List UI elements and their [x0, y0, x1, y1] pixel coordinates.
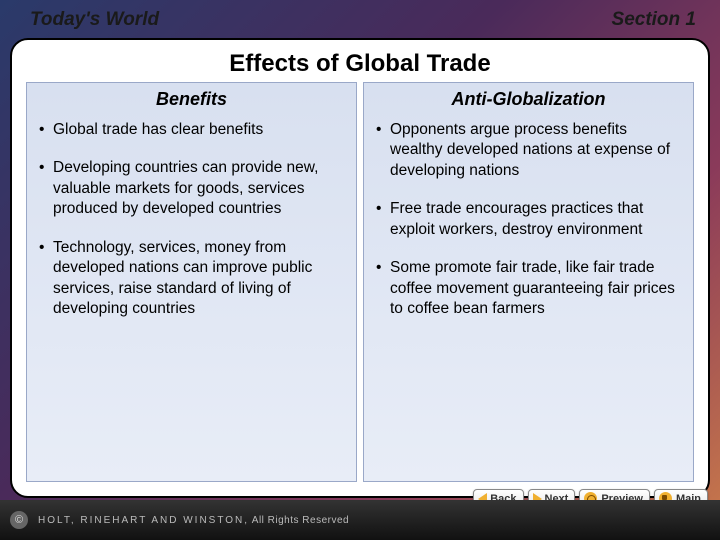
anti-globalization-column: Anti-Globalization Opponents argue proce…: [363, 82, 694, 482]
column-heading: Benefits: [39, 89, 344, 110]
benefits-column: Benefits Global trade has clear benefits…: [26, 82, 357, 482]
copyright-icon: ©: [10, 511, 28, 529]
publisher-name: HOLT, RINEHART AND WINSTON,: [38, 515, 249, 526]
page-title: Effects of Global Trade: [26, 50, 694, 78]
rights-text: All Rights Reserved: [249, 515, 349, 526]
columns-container: Benefits Global trade has clear benefits…: [26, 82, 694, 482]
list-item: Free trade encourages practices that exp…: [376, 199, 681, 240]
content-frame: Effects of Global Trade Benefits Global …: [10, 38, 710, 498]
chapter-title: Today's World: [30, 9, 159, 31]
footer-text: HOLT, RINEHART AND WINSTON, All Rights R…: [38, 515, 349, 526]
bullet-list: Global trade has clear benefits Developi…: [39, 120, 344, 320]
list-item: Some promote fair trade, like fair trade…: [376, 258, 681, 319]
list-item: Developing countries can provide new, va…: [39, 158, 344, 219]
bullet-list: Opponents argue process benefits wealthy…: [376, 120, 681, 320]
list-item: Technology, services, money from develop…: [39, 238, 344, 320]
footer-bar: © HOLT, RINEHART AND WINSTON, All Rights…: [0, 500, 720, 540]
column-heading: Anti-Globalization: [376, 89, 681, 110]
section-label: Section 1: [612, 9, 696, 31]
list-item: Opponents argue process benefits wealthy…: [376, 120, 681, 181]
header-bar: Today's World Section 1: [0, 0, 720, 40]
list-item: Global trade has clear benefits: [39, 120, 344, 140]
